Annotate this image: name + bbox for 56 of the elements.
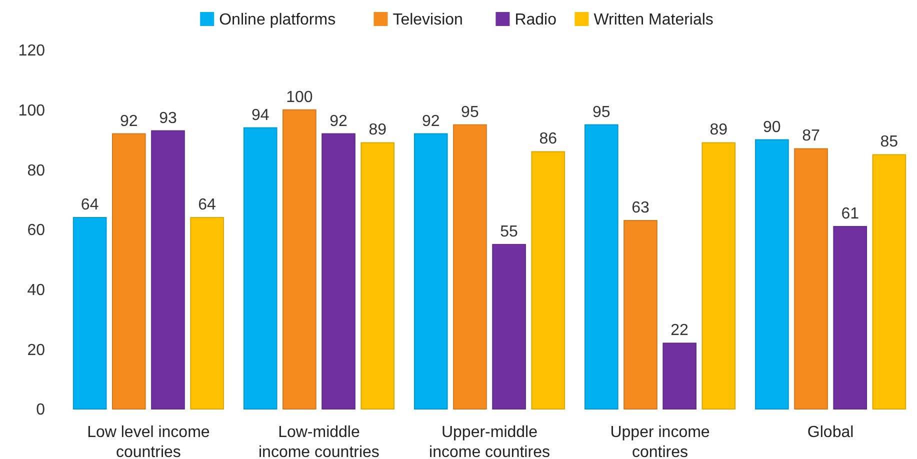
legend-label: Written Materials <box>594 12 714 29</box>
data-label: 85 <box>880 134 898 151</box>
bar <box>755 139 789 410</box>
data-label: 100 <box>286 88 313 106</box>
data-label: 55 <box>500 223 518 240</box>
bar <box>282 109 316 410</box>
data-label: 22 <box>670 322 689 340</box>
bar <box>360 142 395 410</box>
data-label: 95 <box>461 104 479 121</box>
y-tick-label: 100 <box>18 102 46 120</box>
x-tick-label: Upper-middle income countires <box>429 424 550 459</box>
bar <box>531 151 566 410</box>
x-tick-label: Upper income contires <box>610 424 710 459</box>
bar <box>190 217 224 410</box>
bar <box>414 133 448 410</box>
y-tick-label: 20 <box>27 342 46 359</box>
x-tick-label: Low level income countries <box>87 424 210 459</box>
x-tick-label: Global <box>807 424 854 441</box>
data-label: 94 <box>251 106 270 124</box>
bar <box>872 154 906 410</box>
bar <box>662 342 696 410</box>
bar <box>624 220 658 410</box>
y-tick-label: 80 <box>27 162 46 180</box>
data-label: 89 <box>710 122 728 139</box>
data-label: 63 <box>632 200 650 217</box>
bar <box>151 130 185 410</box>
legend-label: Online platforms <box>219 12 336 29</box>
data-label: 89 <box>368 122 387 139</box>
data-label: 92 <box>120 112 138 130</box>
data-label: 92 <box>330 112 348 130</box>
data-label: 93 <box>159 110 177 127</box>
y-tick-label: 60 <box>27 222 46 240</box>
data-label: 64 <box>80 196 99 214</box>
x-tick-label: Low-middle income countries <box>258 424 380 459</box>
legend-label: Radio <box>514 12 557 29</box>
data-label: 64 <box>198 196 216 214</box>
data-label: 95 <box>592 104 610 121</box>
data-label: 90 <box>763 118 781 136</box>
y-tick-label: 0 <box>36 402 46 419</box>
bar <box>72 217 107 410</box>
bar <box>584 124 618 410</box>
bar <box>112 133 146 410</box>
bar <box>243 127 278 410</box>
data-label: 61 <box>841 206 860 223</box>
bar <box>492 244 526 410</box>
bar <box>702 142 736 410</box>
legend-label: Television <box>392 12 463 29</box>
data-label: 86 <box>539 130 558 148</box>
bar <box>322 133 356 410</box>
data-label: 92 <box>422 112 440 130</box>
y-tick-label: 120 <box>18 42 46 60</box>
bar <box>453 124 487 410</box>
bar <box>794 148 828 410</box>
data-label: 87 <box>802 128 820 145</box>
y-tick-label: 40 <box>27 282 46 299</box>
bar <box>833 226 868 410</box>
